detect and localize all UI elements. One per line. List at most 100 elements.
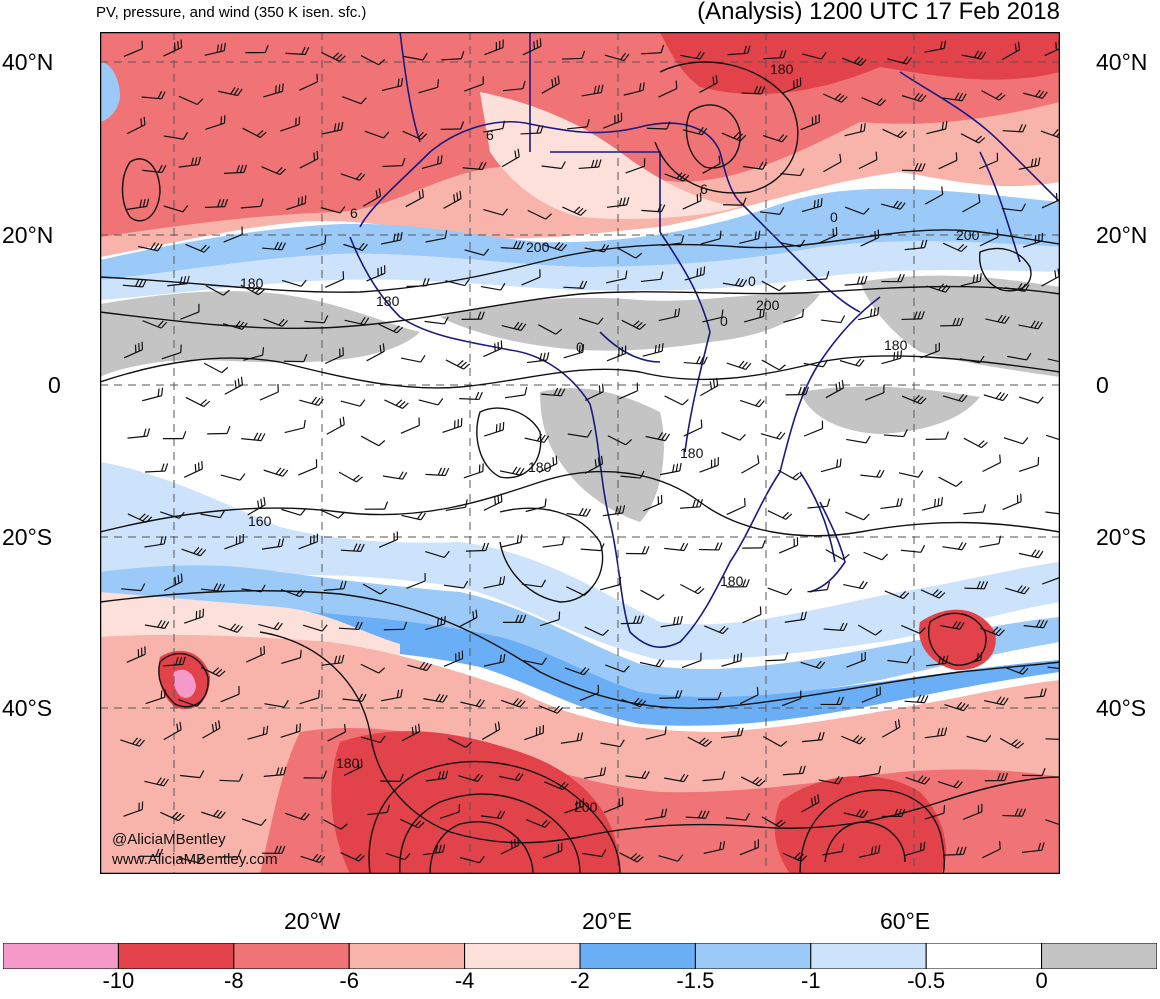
- wind-barb: [658, 854, 684, 862]
- wind-barb: [984, 696, 1009, 706]
- wind-barb: [582, 849, 607, 858]
- wind-barb: [659, 689, 683, 699]
- wind-barb: [822, 843, 845, 856]
- wind-barb: [524, 724, 545, 741]
- lat-label-left-20s: 20°S: [2, 524, 53, 550]
- wind-barb: [858, 151, 878, 170]
- wind-barb: [698, 691, 722, 701]
- wind-barb: [684, 266, 706, 281]
- wind-barb: [501, 321, 527, 331]
- lon-label-20e: 20°E: [582, 908, 633, 934]
- wind-barb: [343, 242, 368, 252]
- lon-label-20w: 20°W: [284, 908, 341, 934]
- wind-barb: [619, 852, 644, 863]
- wind-barb: [406, 572, 426, 589]
- wind-barb: [542, 536, 565, 548]
- wind-barb: [807, 498, 831, 509]
- wind-barb: [603, 797, 624, 814]
- wind-barb: [126, 116, 146, 135]
- wind-barb: [299, 73, 319, 91]
- wind-barb: [1006, 352, 1032, 361]
- wind-barb: [942, 242, 968, 253]
- colorbar-swatch: [1041, 943, 1157, 969]
- wind-barb: [1003, 666, 1029, 675]
- wind-barb: [807, 581, 831, 593]
- wind-barb: [280, 588, 306, 598]
- wind-barb: [263, 318, 289, 327]
- wind-barb: [857, 624, 883, 636]
- pv-band-south-pale: [100, 462, 1060, 661]
- wind-barb: [163, 132, 189, 140]
- wind-barb: [240, 198, 264, 209]
- wind-barb: [904, 841, 926, 857]
- colorbar-tick-label: -4: [454, 968, 475, 993]
- wind-barb: [220, 473, 246, 481]
- wind-barb: [425, 616, 446, 631]
- wind-barb: [683, 419, 703, 437]
- wind-barb: [680, 51, 705, 60]
- wind-barb: [740, 776, 766, 787]
- wind-barb: [846, 435, 871, 444]
- wind-barb: [344, 316, 370, 326]
- wind-barb: [658, 80, 678, 98]
- wind-barb: [145, 689, 166, 705]
- contour-label: 6: [350, 205, 358, 221]
- wind-barb: [726, 579, 750, 588]
- wind-barb: [778, 537, 799, 554]
- wind-barb: [699, 457, 719, 473]
- colorbar-tick-label: -10: [102, 968, 135, 993]
- wind-barb: [943, 846, 967, 856]
- wind-barb: [340, 852, 365, 862]
- wind-barb: [761, 359, 786, 371]
- wind-barb: [625, 546, 650, 555]
- wind-barb: [723, 197, 747, 206]
- wind-barb: [162, 430, 187, 440]
- colorbar-swatch: [117, 943, 235, 969]
- wind-barb: [325, 271, 345, 288]
- wind-barb: [445, 499, 468, 512]
- wind-barb: [818, 227, 838, 244]
- wind-barb: [465, 542, 490, 552]
- wind-barb: [600, 576, 622, 591]
- colorbar-tick-label: 0: [1035, 968, 1048, 993]
- wind-barb: [261, 241, 287, 251]
- wind-barb: [263, 766, 287, 778]
- wind-barb: [1023, 89, 1048, 99]
- wind-barb: [223, 164, 248, 174]
- wind-barb: [801, 198, 823, 213]
- wind-barb: [499, 466, 525, 476]
- wind-barb: [178, 156, 202, 168]
- wind-barb: [820, 696, 845, 706]
- wind-barb: [765, 652, 789, 662]
- colorbar-tick-label: -6: [339, 968, 359, 993]
- wind-barb: [942, 541, 967, 551]
- wind-barb: [521, 269, 541, 286]
- wind-barb: [299, 689, 320, 705]
- wind-barb: [144, 777, 169, 787]
- wind-barb: [343, 758, 363, 777]
- wind-barb: [920, 342, 940, 359]
- wind-barb: [621, 697, 647, 708]
- wind-barb: [443, 190, 462, 209]
- wind-barb: [423, 693, 448, 703]
- wind-barb: [741, 85, 766, 95]
- wind-barb: [720, 727, 744, 739]
- wind-barb: [858, 765, 882, 778]
- wind-barb: [702, 771, 726, 782]
- lat-label-left-20n: 20°N: [2, 222, 54, 248]
- wind-barb: [560, 732, 584, 744]
- wind-barb: [604, 664, 630, 673]
- wind-barb: [905, 775, 931, 785]
- wind-barb: [721, 131, 747, 142]
- wind-barb: [461, 311, 485, 320]
- contour-label: 180: [884, 337, 908, 353]
- wind-barb: [538, 455, 558, 473]
- wind-barb: [784, 611, 807, 623]
- wind-barb: [401, 723, 421, 742]
- wind-barb: [983, 391, 1009, 402]
- colorbar-tick-label: -2: [570, 968, 590, 993]
- map-title: (Analysis) 1200 UTC 17 Feb 2018: [697, 0, 1060, 25]
- wind-barb: [725, 812, 751, 821]
- wind-barb: [960, 133, 986, 144]
- wind-barb: [163, 721, 182, 741]
